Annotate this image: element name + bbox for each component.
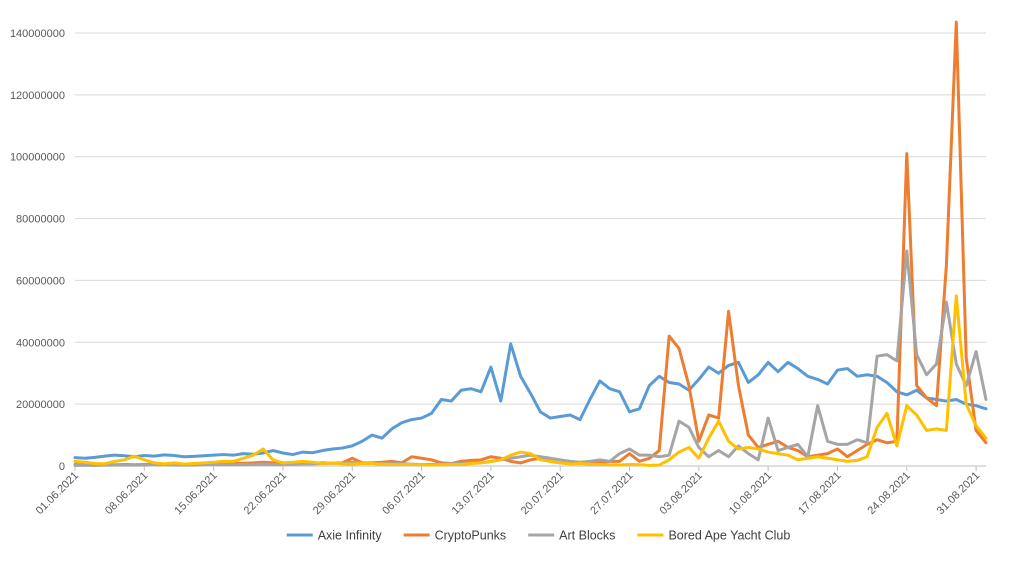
series-line-cryptopunks xyxy=(73,20,988,467)
legend: Axie Infinity CryptoPunks Art Blocks Bored … xyxy=(286,529,790,543)
x-axis-ticks: 01.06.2021 08.06.2021 15.06.2021 22.06.2021… xyxy=(34,466,982,517)
y-tick-label: 100000000 xyxy=(10,152,65,164)
series-line-axie-infinity xyxy=(73,342,988,460)
x-tick-label: 01.06.2021 xyxy=(34,470,81,517)
x-tick-label: 29.06.2021 xyxy=(311,470,358,517)
series-lines xyxy=(73,20,988,467)
series-line-bored-ape-yacht-club xyxy=(73,294,988,467)
x-tick-label: 06.07.2021 xyxy=(380,470,427,517)
x-tick-label: 10.08.2021 xyxy=(727,470,774,517)
x-tick-label: 31.08.2021 xyxy=(935,470,982,517)
y-tick-label: 140000000 xyxy=(10,28,65,40)
legend-item: Axie Infinity xyxy=(286,529,383,543)
y-tick-label: 120000000 xyxy=(10,90,65,102)
x-tick-label: 22.06.2021 xyxy=(242,470,289,517)
y-tick-label: 20000000 xyxy=(16,399,65,411)
x-tick-label: 13.07.2021 xyxy=(450,470,497,517)
x-tick-label: 15.06.2021 xyxy=(172,470,219,517)
legend-item: Bored Ape Yacht Club xyxy=(637,529,790,543)
x-tick-label: 17.08.2021 xyxy=(796,470,843,517)
y-tick-label: 0 xyxy=(59,461,65,473)
legend-label: CryptoPunks xyxy=(435,529,507,543)
x-tick-label: 27.07.2021 xyxy=(588,470,635,517)
legend-label: Axie Infinity xyxy=(318,529,383,543)
y-axis-ticks: 0 20000000 40000000 60000000 80000000 1000000… xyxy=(10,28,65,473)
x-tick-label: 08.06.2021 xyxy=(103,470,150,517)
x-tick-label: 24.08.2021 xyxy=(865,470,912,517)
legend-item: Art Blocks xyxy=(528,529,615,543)
legend-label: Art Blocks xyxy=(559,529,615,543)
gridlines xyxy=(75,32,986,467)
legend-item: CryptoPunks xyxy=(403,529,507,543)
legend-label: Bored Ape Yacht Club xyxy=(668,529,790,543)
y-tick-label: 80000000 xyxy=(16,214,65,226)
x-tick-label: 20.07.2021 xyxy=(519,470,566,517)
x-tick-label: 03.08.2021 xyxy=(658,470,705,517)
y-tick-label: 60000000 xyxy=(16,275,65,287)
series-line-art-blocks xyxy=(73,249,988,467)
y-tick-label: 40000000 xyxy=(16,337,65,349)
